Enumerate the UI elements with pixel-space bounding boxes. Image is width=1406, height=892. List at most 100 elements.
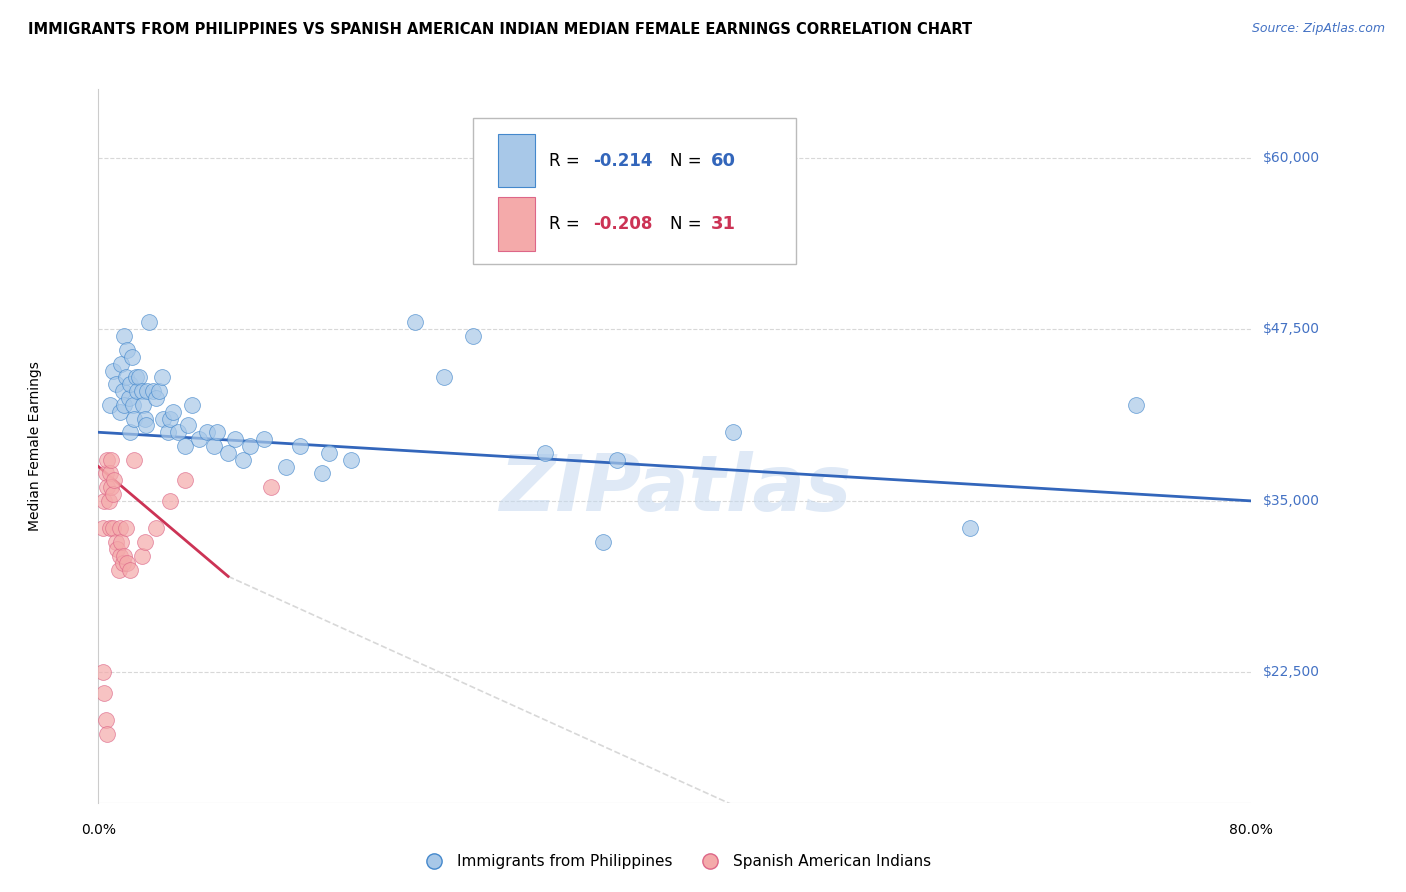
Point — [142, 384, 165, 398]
Text: N =: N = — [671, 215, 707, 233]
Point — [118, 391, 141, 405]
Point — [166, 425, 188, 440]
Point — [112, 549, 135, 563]
Point — [117, 343, 138, 357]
Point — [96, 452, 118, 467]
Point — [433, 370, 456, 384]
Point — [125, 370, 148, 384]
Point — [159, 411, 181, 425]
Point — [111, 384, 134, 398]
Point — [318, 446, 340, 460]
Text: -0.208: -0.208 — [593, 215, 652, 233]
Point — [152, 411, 174, 425]
Text: $22,500: $22,500 — [1263, 665, 1319, 680]
Point — [156, 425, 179, 440]
Point — [91, 521, 114, 535]
Point — [134, 411, 156, 425]
Point — [131, 384, 153, 398]
Point — [231, 452, 254, 467]
Point — [117, 556, 138, 570]
Point — [105, 541, 128, 556]
Point — [217, 446, 239, 460]
Point — [120, 562, 142, 576]
Point — [122, 398, 145, 412]
Point — [174, 473, 197, 487]
Text: Source: ZipAtlas.com: Source: ZipAtlas.com — [1251, 22, 1385, 36]
Point — [145, 521, 167, 535]
Point — [205, 425, 228, 440]
Point — [104, 535, 127, 549]
Point — [112, 329, 135, 343]
Point — [97, 494, 120, 508]
Point — [174, 439, 197, 453]
Point — [253, 432, 276, 446]
FancyBboxPatch shape — [499, 134, 536, 187]
Point — [98, 467, 121, 481]
Point — [239, 439, 262, 453]
Point — [339, 452, 361, 467]
Point — [134, 535, 156, 549]
Point — [101, 487, 124, 501]
Point — [96, 727, 118, 741]
Point — [108, 549, 131, 563]
Point — [110, 535, 132, 549]
FancyBboxPatch shape — [472, 118, 796, 264]
Text: $35,000: $35,000 — [1263, 494, 1319, 508]
Point — [120, 377, 142, 392]
Point — [959, 521, 981, 535]
Text: $60,000: $60,000 — [1263, 151, 1320, 165]
Point — [150, 370, 173, 384]
Point — [96, 480, 118, 494]
Point — [121, 350, 143, 364]
Point — [91, 665, 114, 680]
Point — [94, 714, 117, 728]
Legend: Immigrants from Philippines, Spanish American Indians: Immigrants from Philippines, Spanish Ame… — [412, 848, 938, 875]
Point — [124, 411, 146, 425]
Point — [721, 425, 744, 440]
Text: -0.214: -0.214 — [593, 152, 652, 169]
Text: $47,500: $47,500 — [1263, 322, 1319, 336]
Point — [159, 494, 181, 508]
Point — [145, 391, 167, 405]
Point — [1125, 398, 1147, 412]
Point — [107, 562, 129, 576]
Text: 0.0%: 0.0% — [82, 823, 115, 838]
Point — [135, 418, 157, 433]
FancyBboxPatch shape — [499, 197, 536, 251]
Text: N =: N = — [671, 152, 707, 169]
Point — [136, 384, 159, 398]
Point — [188, 432, 211, 446]
Point — [162, 405, 184, 419]
Point — [100, 480, 122, 494]
Point — [461, 329, 484, 343]
Point — [114, 521, 136, 535]
Point — [98, 521, 121, 535]
Point — [98, 398, 121, 412]
Point — [94, 467, 117, 481]
Point — [181, 398, 204, 412]
Point — [104, 377, 127, 392]
Point — [274, 459, 297, 474]
Point — [114, 370, 136, 384]
Point — [132, 398, 155, 412]
Point — [120, 425, 142, 440]
Point — [138, 316, 160, 330]
Point — [127, 384, 149, 398]
Point — [131, 549, 153, 563]
Point — [224, 432, 246, 446]
Text: R =: R = — [550, 152, 585, 169]
Point — [177, 418, 200, 433]
Point — [534, 446, 557, 460]
Text: IMMIGRANTS FROM PHILIPPINES VS SPANISH AMERICAN INDIAN MEDIAN FEMALE EARNINGS CO: IMMIGRANTS FROM PHILIPPINES VS SPANISH A… — [28, 22, 972, 37]
Point — [108, 521, 131, 535]
Text: ZIPatlas: ZIPatlas — [499, 450, 851, 527]
Text: 31: 31 — [710, 215, 735, 233]
Point — [103, 473, 125, 487]
Point — [311, 467, 333, 481]
Point — [101, 521, 124, 535]
Point — [128, 370, 150, 384]
Point — [606, 452, 628, 467]
Point — [290, 439, 312, 453]
Text: Median Female Earnings: Median Female Earnings — [28, 361, 42, 531]
Point — [110, 357, 132, 371]
